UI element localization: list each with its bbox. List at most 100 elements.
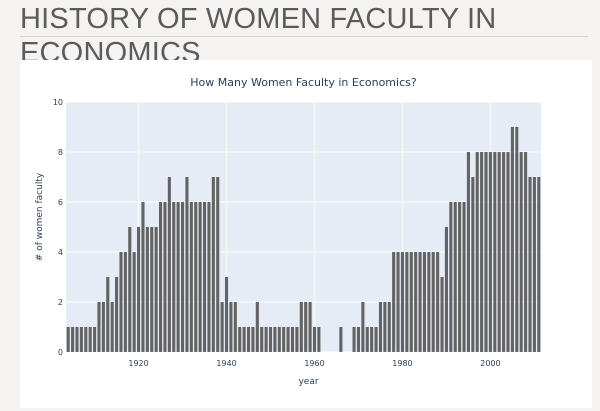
bar[interactable] — [506, 152, 510, 352]
bar[interactable] — [295, 327, 299, 352]
bar[interactable] — [264, 327, 268, 352]
bar[interactable] — [84, 327, 88, 352]
bar[interactable] — [471, 177, 475, 352]
bar[interactable] — [119, 252, 123, 352]
bar[interactable] — [207, 202, 211, 352]
bar[interactable] — [537, 177, 541, 352]
bar[interactable] — [251, 327, 255, 352]
bar[interactable] — [312, 327, 317, 352]
bar[interactable] — [181, 202, 185, 352]
bar[interactable] — [440, 277, 444, 352]
bar[interactable] — [374, 327, 378, 352]
bar[interactable] — [260, 327, 264, 352]
bar[interactable] — [176, 202, 180, 352]
bar[interactable] — [414, 252, 418, 352]
bar[interactable] — [458, 202, 462, 352]
bar[interactable] — [141, 202, 145, 352]
bar[interactable] — [383, 302, 387, 352]
bar[interactable] — [352, 327, 356, 352]
bar[interactable] — [224, 277, 229, 352]
bar[interactable] — [238, 327, 242, 352]
bar[interactable] — [255, 302, 259, 352]
bar[interactable] — [115, 277, 119, 352]
bar[interactable] — [101, 302, 105, 352]
bar[interactable] — [71, 327, 75, 352]
bar[interactable] — [66, 327, 70, 352]
bar[interactable] — [79, 327, 83, 352]
bar[interactable] — [453, 202, 457, 352]
bar[interactable] — [159, 202, 163, 352]
bar[interactable] — [185, 177, 189, 352]
bar[interactable] — [462, 202, 466, 352]
bar[interactable] — [422, 252, 426, 352]
bar[interactable] — [268, 327, 273, 352]
bar[interactable] — [436, 252, 440, 352]
bar[interactable] — [198, 202, 202, 352]
bar[interactable] — [524, 152, 528, 352]
bar[interactable] — [216, 177, 220, 352]
bar[interactable] — [361, 302, 365, 352]
bar[interactable] — [387, 302, 391, 352]
bar[interactable] — [484, 152, 488, 352]
bar[interactable] — [132, 252, 136, 352]
bar[interactable] — [167, 177, 171, 352]
bar[interactable] — [93, 327, 97, 352]
bar[interactable] — [532, 177, 536, 352]
bar[interactable] — [400, 252, 404, 352]
bar[interactable] — [418, 252, 422, 352]
bar[interactable] — [194, 202, 198, 352]
bar[interactable] — [282, 327, 286, 352]
bar[interactable] — [356, 327, 361, 352]
bar[interactable] — [154, 227, 158, 352]
bar[interactable] — [172, 202, 176, 352]
bar[interactable] — [233, 302, 237, 352]
bar[interactable] — [106, 277, 110, 352]
bar[interactable] — [189, 202, 193, 352]
bar[interactable] — [528, 177, 532, 352]
bar[interactable] — [229, 302, 233, 352]
bar[interactable] — [510, 127, 514, 352]
bar[interactable] — [396, 252, 400, 352]
bar[interactable] — [431, 252, 435, 352]
bar[interactable] — [515, 127, 519, 352]
bar[interactable] — [449, 202, 453, 352]
bar[interactable] — [220, 302, 224, 352]
bar[interactable] — [128, 227, 132, 352]
bar[interactable] — [409, 252, 413, 352]
bar[interactable] — [392, 252, 396, 352]
bar[interactable] — [145, 227, 149, 352]
bar[interactable] — [242, 327, 246, 352]
bar[interactable] — [405, 252, 409, 352]
bar[interactable] — [203, 202, 207, 352]
bar[interactable] — [493, 152, 497, 352]
bar[interactable] — [286, 327, 290, 352]
bar[interactable] — [97, 302, 101, 352]
bar[interactable] — [427, 252, 431, 352]
bar[interactable] — [137, 227, 141, 352]
bar-chart[interactable]: 0 2 4 6 8 10 1920 1940 1960 1980 2000 How Many Wo… — [20, 60, 592, 408]
bar[interactable] — [123, 252, 127, 352]
bar[interactable] — [488, 152, 492, 352]
bar[interactable] — [444, 227, 448, 352]
bar[interactable] — [519, 152, 523, 352]
bar[interactable] — [308, 302, 312, 352]
bar[interactable] — [339, 327, 343, 352]
bar[interactable] — [304, 302, 308, 352]
bar[interactable] — [365, 327, 369, 352]
bar[interactable] — [502, 152, 506, 352]
bar[interactable] — [299, 302, 303, 352]
bar[interactable] — [378, 302, 383, 352]
bar[interactable] — [150, 227, 154, 352]
bar[interactable] — [246, 327, 251, 352]
bar[interactable] — [211, 177, 215, 352]
bar[interactable] — [370, 327, 374, 352]
bar[interactable] — [480, 152, 484, 352]
bar[interactable] — [290, 327, 295, 352]
bar[interactable] — [497, 152, 501, 352]
bar[interactable] — [466, 152, 470, 352]
bar[interactable] — [88, 327, 92, 352]
bar[interactable] — [475, 152, 479, 352]
bar[interactable] — [75, 327, 79, 352]
bar[interactable] — [110, 302, 114, 352]
bar[interactable] — [317, 327, 321, 352]
